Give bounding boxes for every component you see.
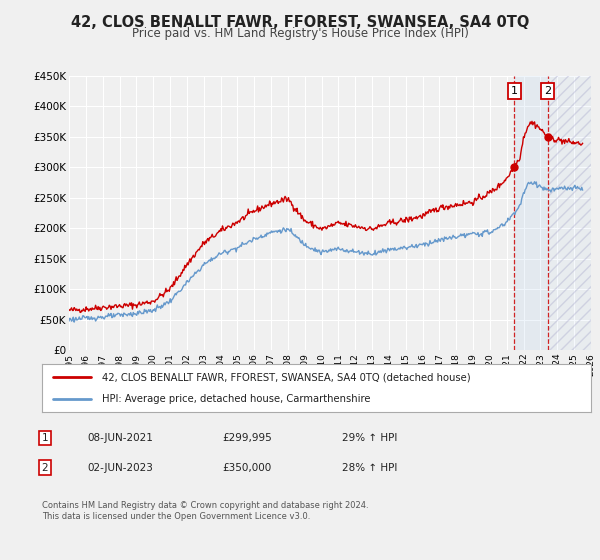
Text: 42, CLOS BENALLT FAWR, FFOREST, SWANSEA, SA4 0TQ: 42, CLOS BENALLT FAWR, FFOREST, SWANSEA,… xyxy=(71,15,529,30)
Bar xyxy=(548,76,591,350)
Text: 2: 2 xyxy=(41,463,49,473)
Bar xyxy=(514,76,548,350)
Text: 2: 2 xyxy=(544,86,551,96)
Text: 28% ↑ HPI: 28% ↑ HPI xyxy=(342,463,397,473)
Text: 42, CLOS BENALLT FAWR, FFOREST, SWANSEA, SA4 0TQ (detached house): 42, CLOS BENALLT FAWR, FFOREST, SWANSEA,… xyxy=(103,372,471,382)
Text: 1: 1 xyxy=(511,86,518,96)
Text: Contains HM Land Registry data © Crown copyright and database right 2024.
This d: Contains HM Land Registry data © Crown c… xyxy=(42,501,368,521)
Text: Price paid vs. HM Land Registry's House Price Index (HPI): Price paid vs. HM Land Registry's House … xyxy=(131,27,469,40)
Text: HPI: Average price, detached house, Carmarthenshire: HPI: Average price, detached house, Carm… xyxy=(103,394,371,404)
Bar xyxy=(548,76,591,350)
Text: 02-JUN-2023: 02-JUN-2023 xyxy=(87,463,153,473)
Text: £350,000: £350,000 xyxy=(222,463,271,473)
Text: 1: 1 xyxy=(41,433,49,443)
Text: £299,995: £299,995 xyxy=(222,433,272,443)
Text: 29% ↑ HPI: 29% ↑ HPI xyxy=(342,433,397,443)
Text: 08-JUN-2021: 08-JUN-2021 xyxy=(87,433,153,443)
